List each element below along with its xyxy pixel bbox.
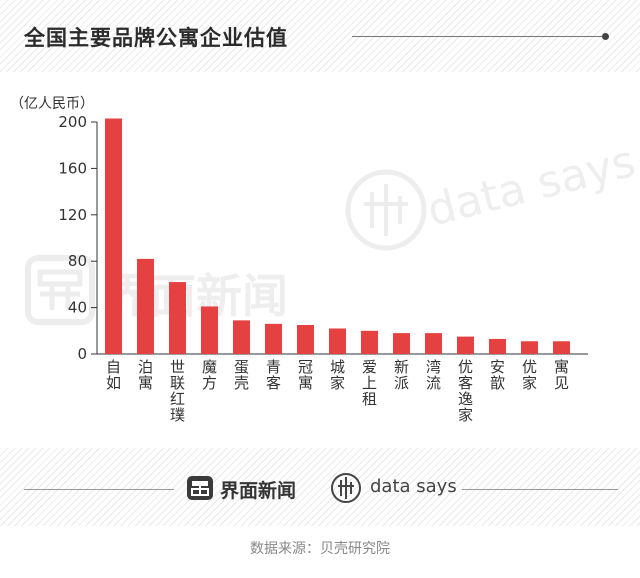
x-tick-label: 优客逸家	[458, 358, 473, 424]
bar	[201, 306, 218, 354]
x-tick-label: 青客	[266, 358, 281, 392]
y-tick-label: 0	[77, 345, 87, 363]
bars	[105, 118, 570, 354]
x-tick-label: 冠寓	[298, 358, 313, 392]
y-tick-label: 120	[58, 206, 87, 224]
bar	[105, 118, 122, 354]
bar	[265, 323, 282, 354]
y-ticks: 0 40 80 120 160 200	[58, 113, 97, 363]
y-tick-label: 160	[58, 159, 87, 177]
x-tick-label: 寓见	[554, 358, 569, 392]
title-rule	[352, 36, 606, 37]
bar	[329, 328, 346, 354]
jiemian-logo-icon	[187, 476, 213, 500]
footer-rule-left	[24, 489, 174, 490]
x-tick-label: 自如	[106, 358, 121, 392]
title-rule-dot	[602, 33, 609, 40]
bar	[553, 341, 570, 354]
x-tick-label: 新派	[394, 358, 409, 392]
x-tick-label: 爱上租	[362, 358, 377, 408]
x-tick-label: 优家	[522, 358, 537, 392]
bar	[393, 333, 410, 354]
x-tick-label: 魔方	[202, 358, 217, 392]
y-tick-label: 40	[68, 299, 87, 317]
footer-rule-right	[462, 489, 618, 490]
x-tick-label: 世联红璞	[170, 358, 185, 424]
x-tick-label: 安歆	[490, 358, 505, 392]
bar	[521, 341, 538, 354]
y-axis-unit: （亿人民币）	[10, 96, 94, 112]
watermark-datasays-icon	[345, 169, 427, 251]
datasays-logo-icon	[331, 473, 361, 503]
bar	[457, 336, 474, 354]
chart-title: 全国主要品牌公寓企业估值	[24, 26, 288, 50]
x-tick-label: 泊寓	[138, 358, 153, 392]
bar	[361, 330, 378, 354]
x-tick-label: 城家	[330, 358, 345, 392]
jiemian-brand-name: 界面新闻	[220, 480, 297, 502]
footer-hatch-band	[0, 448, 640, 526]
bar	[169, 282, 186, 354]
bar	[425, 333, 442, 354]
bar	[489, 338, 506, 354]
bar	[233, 320, 250, 354]
bar	[137, 258, 154, 354]
watermark-jiemian-icon	[25, 255, 95, 325]
y-tick-label: 200	[58, 113, 87, 131]
x-tick-label: 蛋壳	[234, 358, 249, 392]
data-source: 数据来源：贝壳研究院	[250, 541, 390, 557]
bar-chart: 界面新闻 data says （亿人民币） 0 40 80 120 160 200 自如泊…	[10, 96, 640, 424]
x-tick-label: 湾流	[426, 358, 441, 392]
watermark-datasays-text: data says	[422, 136, 640, 237]
datasays-brand-name: data says	[370, 476, 457, 497]
y-tick-label: 80	[68, 252, 87, 270]
bar	[297, 325, 314, 354]
watermark-jiemian-text: 界面新闻	[104, 269, 288, 323]
